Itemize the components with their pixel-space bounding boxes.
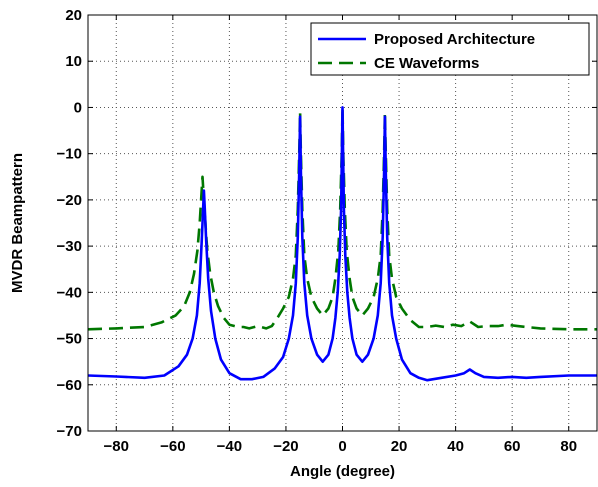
legend-label-proposed-architecture: Proposed Architecture <box>374 31 535 48</box>
series-layer <box>88 106 597 382</box>
y-tick-label: −70 <box>57 423 82 440</box>
y-tick-label: −40 <box>57 284 82 301</box>
legend: Proposed Architecture CE Waveforms <box>310 22 590 76</box>
x-tick-label: 80 <box>560 438 577 455</box>
series-line-proposed-architecture <box>88 106 597 382</box>
x-tick-label: −80 <box>104 438 129 455</box>
y-tick-label: −50 <box>57 331 82 348</box>
y-tick-label: 0 <box>74 99 82 116</box>
ticks: −80 −60 −40 −20 0 20 40 60 80 −70 −60 −50 −40 −30 −20 −… <box>57 7 597 455</box>
x-tick-label: 40 <box>447 438 464 455</box>
y-tick-label: −20 <box>57 192 82 209</box>
x-tick-label: 0 <box>338 438 346 455</box>
y-axis-title: MVDR Beampattern <box>9 153 26 293</box>
y-tick-label: 20 <box>65 7 82 24</box>
x-tick-label: −20 <box>273 438 298 455</box>
y-tick-label: 10 <box>65 53 82 70</box>
x-axis-title: Angle (degree) <box>290 463 395 480</box>
x-tick-label: 20 <box>391 438 408 455</box>
y-tick-label: −30 <box>57 238 82 255</box>
y-tick-label: −60 <box>57 377 82 394</box>
y-tick-label: −10 <box>57 146 82 163</box>
x-tick-label: 60 <box>504 438 521 455</box>
legend-label-ce-waveforms: CE Waveforms <box>374 55 479 72</box>
legend-box <box>310 22 590 76</box>
x-tick-label: −40 <box>217 438 242 455</box>
x-tick-label: −60 <box>160 438 185 455</box>
